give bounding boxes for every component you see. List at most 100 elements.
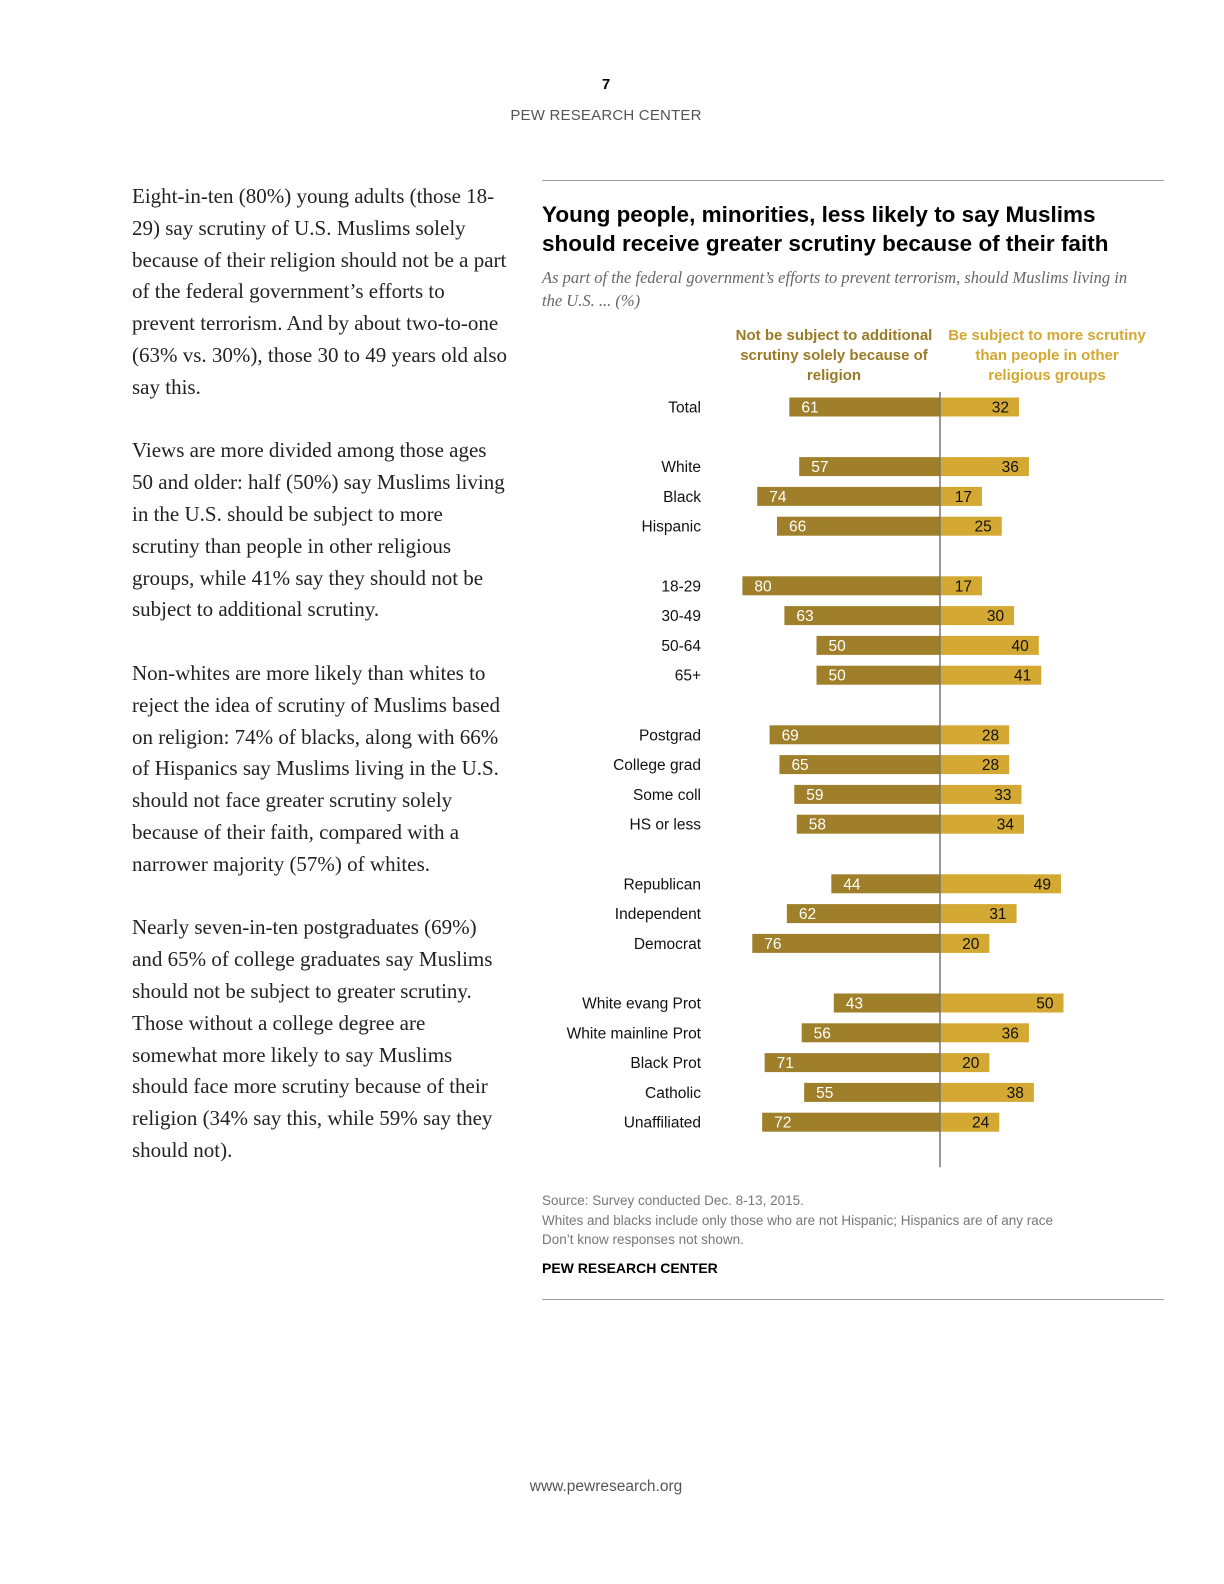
value-label-be-subject: 41 [1014,668,1031,685]
bar-not-subject [796,814,940,834]
bar-not-subject [816,635,940,655]
bar-not-subject [816,665,940,685]
value-label-be-subject: 28 [982,757,999,774]
bar-be-subject [940,486,982,506]
legend-not-subject: Not be subject to additional scrutiny so… [735,327,933,384]
category-label: Unaffiliated [624,1115,701,1132]
chart-source-org: PEW RESEARCH CENTER [542,1260,718,1276]
paragraph: Eight-in-ten (80%) young adults (those 1… [132,184,508,399]
bar-be-subject [940,397,1020,417]
value-label-be-subject: 33 [994,787,1011,804]
category-label: College grad [613,757,701,774]
value-label-not-subject: 76 [764,936,781,953]
value-label-be-subject: 20 [962,936,980,953]
value-label-be-subject: 40 [1012,638,1030,655]
chart-top-rule [542,180,1164,181]
bar-be-subject [940,1112,1000,1132]
bar-be-subject [940,576,982,596]
value-label-not-subject: 63 [796,608,813,625]
value-label-be-subject: 20 [962,1055,980,1072]
bar-be-subject [940,814,1024,834]
value-label-be-subject: 36 [1002,459,1019,476]
bar-not-subject [801,1023,940,1043]
value-label-not-subject: 50 [829,668,847,685]
bar-not-subject [799,457,940,477]
value-label-not-subject: 62 [799,906,816,923]
bar-be-subject [940,904,1017,924]
value-label-be-subject: 38 [1007,1085,1024,1102]
bar-not-subject [804,1082,940,1102]
bar-be-subject [940,457,1029,477]
legend-be-subject: Be subject to more scrutiny than people … [948,327,1146,384]
value-label-not-subject: 55 [816,1085,833,1102]
bar-not-subject [779,755,940,775]
bar-be-subject [940,606,1015,626]
value-label-not-subject: 50 [829,638,847,655]
chart-subtitle: As part of the federal government’s effo… [542,268,1128,310]
bar-be-subject [940,755,1010,775]
bar-not-subject [833,993,940,1013]
value-label-be-subject: 17 [955,578,972,595]
category-label: Some coll [633,787,701,804]
category-label: Republican [623,876,701,893]
value-label-not-subject: 72 [774,1115,791,1132]
value-label-be-subject: 32 [992,400,1009,417]
paragraph: Non-whites are more likely than whites t… [132,660,500,876]
bar-not-subject [794,784,940,804]
bar-not-subject [786,904,940,924]
value-label-not-subject: 57 [811,459,828,476]
category-label: 18-29 [661,578,701,595]
value-label-be-subject: 28 [982,727,999,744]
chart-bottom-rule [542,1299,1164,1300]
value-label-be-subject: 30 [987,608,1005,625]
bar-be-subject [940,725,1010,745]
bar-be-subject [940,665,1042,685]
value-label-not-subject: 71 [777,1055,794,1072]
footer-url: www.pewresearch.org [529,1478,683,1495]
category-label: White [661,459,701,476]
bar-be-subject [940,933,990,953]
value-label-be-subject: 24 [972,1115,990,1132]
bar-not-subject [742,576,940,596]
bar-be-subject [940,635,1039,655]
value-label-be-subject: 17 [955,489,972,506]
value-label-not-subject: 65 [791,757,808,774]
value-label-not-subject: 59 [806,787,823,804]
category-label: Postgrad [639,727,701,744]
bar-not-subject [764,1053,940,1073]
note-line: Don’t know responses not shown. [542,1232,744,1247]
bar-not-subject [762,1112,940,1132]
value-label-be-subject: 36 [1002,1025,1019,1042]
value-label-be-subject: 31 [989,906,1006,923]
value-label-be-subject: 50 [1036,996,1054,1013]
category-label: Hispanic [642,519,702,536]
bar-not-subject [831,874,940,894]
value-label-not-subject: 44 [843,876,861,893]
category-label: HS or less [630,817,702,834]
category-label: Total [668,400,701,417]
source-line: Source: Survey conducted Dec. 8-13, 2015… [542,1193,804,1208]
value-label-be-subject: 25 [975,519,992,536]
bar-not-subject [752,933,940,953]
category-label: Democrat [634,936,702,953]
value-label-not-subject: 58 [809,817,826,834]
chart-box: Young people, minorities, less likely to… [542,180,1164,1301]
category-label: 65+ [675,668,701,685]
value-label-not-subject: 43 [846,996,863,1013]
value-label-not-subject: 56 [814,1025,831,1042]
category-label: Independent [615,906,702,923]
value-label-not-subject: 66 [789,519,806,536]
category-label: 30-49 [661,608,701,625]
value-label-not-subject: 80 [754,578,772,595]
value-label-not-subject: 74 [769,489,787,506]
value-label-be-subject: 34 [997,817,1015,834]
bar-be-subject [940,1023,1029,1043]
chart-source-note: Source: Survey conducted Dec. 8-13, 2015… [542,1191,1162,1250]
category-label: 50-64 [661,638,701,655]
paragraph: Nearly seven-in-ten postgraduates (69%) … [132,915,493,1162]
bar-be-subject [940,993,1064,1013]
paragraph: Views are more divided among those ages … [132,438,505,622]
bar-be-subject [940,1053,990,1073]
category-label: Catholic [645,1085,701,1102]
